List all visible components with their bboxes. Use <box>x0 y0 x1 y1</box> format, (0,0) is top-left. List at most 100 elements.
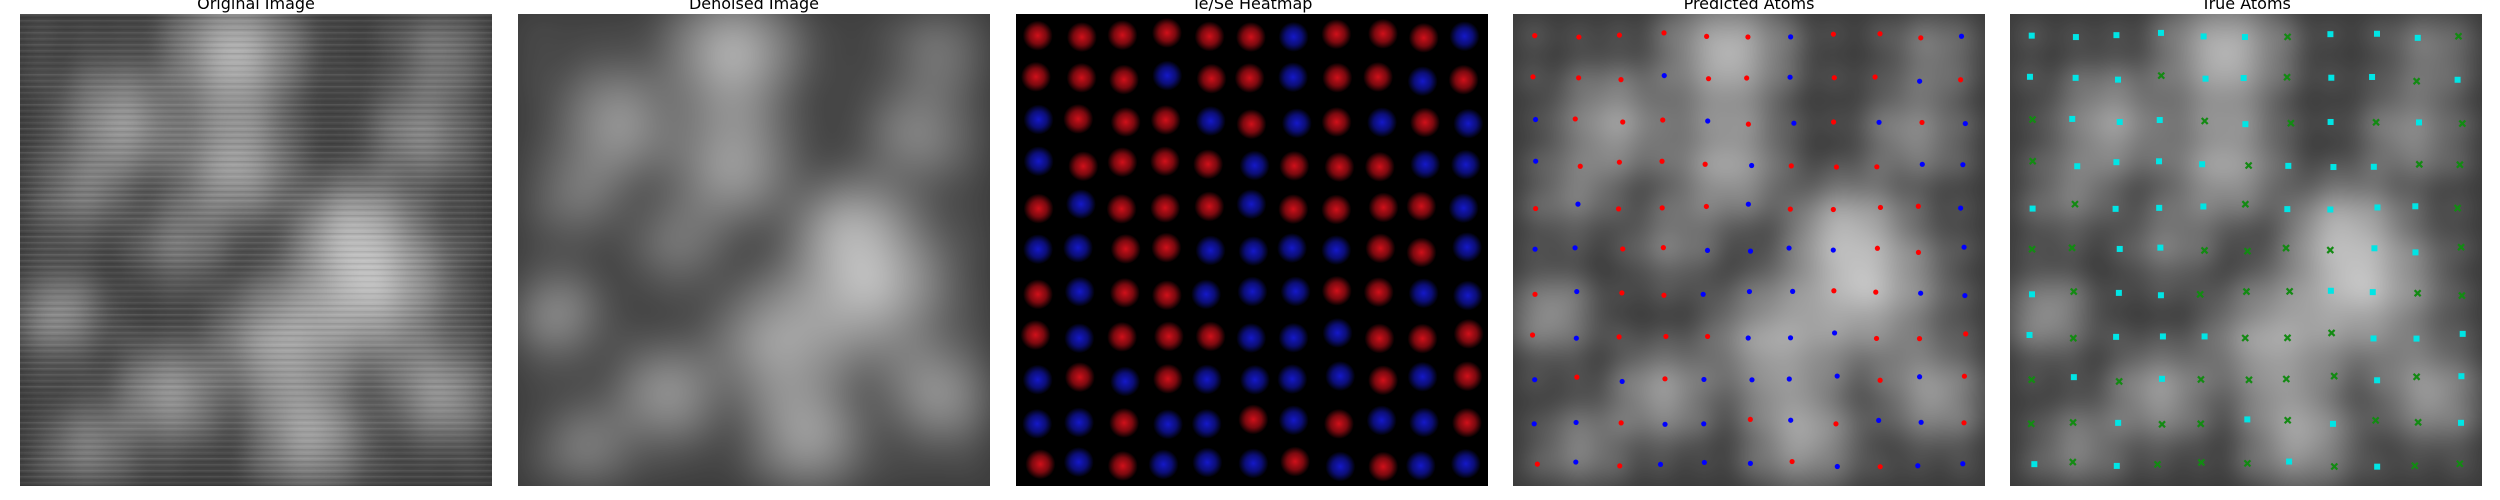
te-heat-spot <box>1068 151 1099 182</box>
true-se-atom <box>2413 289 2422 297</box>
se-heat-spot <box>1195 106 1226 137</box>
true-te-atom <box>2285 162 2292 169</box>
true-te-atom <box>2458 419 2465 426</box>
predicted-te-atom <box>1789 458 1795 465</box>
predicted-te-atom <box>1873 335 1880 342</box>
predicted-te-atom <box>1659 158 1665 164</box>
true-te-atom <box>2029 205 2036 212</box>
predicted-te-atom <box>1745 121 1752 127</box>
panel-title: Te/Se Heatmap <box>1191 0 1313 13</box>
se-heat-spot <box>1023 146 1054 177</box>
predicted-se-atom <box>1657 461 1664 468</box>
predicted-se-atom <box>1915 463 1921 469</box>
true-te-atom <box>2459 330 2466 337</box>
predicted-se-atom <box>1958 33 1965 39</box>
se-heat-spot <box>1367 107 1398 138</box>
true-te-atom <box>2369 73 2376 80</box>
te-heat-spot <box>1109 407 1140 438</box>
true-te-atom <box>2159 333 2166 340</box>
true-te-atom <box>2156 117 2163 124</box>
te-heat-spot <box>1406 191 1437 222</box>
true-se-atom <box>2412 77 2421 85</box>
predicted-te-atom <box>1576 34 1582 40</box>
predicted-se-atom <box>1917 78 1923 84</box>
predicted-te-atom <box>1618 420 1624 426</box>
se-heat-spot <box>1236 323 1267 354</box>
predicted-se-atom <box>1916 374 1923 380</box>
true-se-atom <box>2282 244 2290 252</box>
predicted-te-atom <box>1831 288 1837 294</box>
predicted-se-atom <box>1918 419 1924 425</box>
te-heat-spot <box>1323 408 1354 439</box>
te-heat-spot <box>1107 321 1138 352</box>
true-te-atom <box>2156 204 2163 211</box>
true-te-atom <box>2113 32 2120 39</box>
se-heat-spot <box>1191 408 1222 439</box>
true-te-atom <box>2200 203 2207 210</box>
predicted-te-atom <box>1660 117 1666 123</box>
panel-title: Original Image <box>197 0 315 13</box>
true-te-atom <box>2028 32 2035 39</box>
predicted-te-atom <box>1617 463 1623 469</box>
predicted-se-atom <box>1830 247 1836 253</box>
se-heat-spot <box>1195 235 1226 266</box>
true-se-atom <box>2372 118 2380 127</box>
predicted-se-atom <box>1746 288 1753 295</box>
te-heat-spot <box>1152 363 1183 394</box>
true-se-atom <box>2069 418 2077 427</box>
true-se-atom <box>2456 160 2464 169</box>
panel-original: Original Image <box>20 0 492 486</box>
te-heat-spot <box>1153 321 1184 352</box>
true-se-atom <box>2241 200 2250 208</box>
se-heat-spot <box>1405 450 1436 481</box>
predicted-se-atom <box>1962 292 1968 299</box>
true-te-atom <box>2242 121 2249 128</box>
te-heat-spot <box>1194 21 1225 52</box>
true-se-atom <box>2282 375 2291 383</box>
true-se-atom <box>2241 334 2249 342</box>
predicted-se-atom <box>1532 377 1538 383</box>
te-heat-spot <box>1321 19 1352 50</box>
predicted-te-atom <box>1958 77 1964 83</box>
se-heat-spot <box>1192 447 1223 478</box>
te-heat-spot <box>1107 20 1138 51</box>
true-te-atom <box>2370 163 2377 170</box>
predicted-te-atom <box>1659 205 1665 211</box>
se-heat-spot <box>1063 232 1094 263</box>
predicted-se-atom <box>1533 158 1539 164</box>
te-heat-spot <box>1150 192 1181 223</box>
true-se-atom <box>2243 247 2252 255</box>
te-heat-spot <box>1020 61 1051 92</box>
predicted-se-atom <box>1787 74 1793 80</box>
predicted-se-atom <box>1918 290 1924 296</box>
se-heat-spot <box>1063 447 1094 478</box>
true-te-atom <box>2286 458 2293 465</box>
true-te-atom <box>2328 74 2335 81</box>
predicted-se-atom <box>1701 376 1707 383</box>
true-te-atom <box>2072 34 2079 41</box>
se-heat-spot <box>1239 150 1270 181</box>
predicted-te-atom <box>1874 245 1881 251</box>
true-te-atom <box>2327 118 2334 125</box>
true-se-atom <box>2453 204 2462 212</box>
predicted-se-atom <box>1574 288 1580 295</box>
te-heat-spot <box>1368 18 1399 49</box>
predicted-se-atom <box>1749 162 1755 169</box>
true-te-atom <box>2327 287 2334 294</box>
te-heat-spot <box>1365 233 1396 264</box>
true-se-atom <box>2283 334 2292 342</box>
true-se-atom <box>2412 373 2421 381</box>
se-heat-spot <box>1280 276 1311 307</box>
se-heat-spot <box>1277 364 1308 395</box>
se-heat-spot <box>1278 62 1309 93</box>
predicted-se-atom <box>1704 247 1711 254</box>
true-te-atom <box>2202 75 2209 82</box>
true-te-atom <box>2157 244 2164 251</box>
predicted-te-atom <box>1532 33 1538 39</box>
true-te-atom <box>2374 30 2381 37</box>
true-se-atom <box>2027 375 2036 384</box>
true-te-atom <box>2374 204 2381 211</box>
se-heat-spot <box>1321 235 1352 266</box>
predicted-se-atom <box>1749 377 1755 383</box>
true-te-atom <box>2158 375 2165 382</box>
